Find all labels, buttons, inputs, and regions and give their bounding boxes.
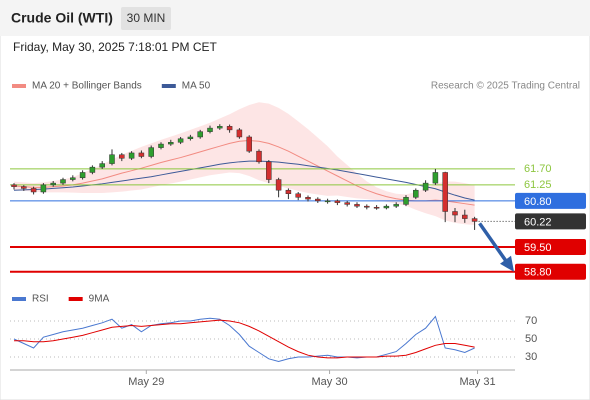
rsi-legend-label: 9MA	[89, 294, 110, 305]
candle-body	[334, 200, 341, 203]
candle-body	[40, 184, 47, 193]
candle-body	[432, 172, 439, 184]
candle-body	[60, 179, 66, 184]
level-box	[515, 238, 586, 255]
candle-body	[295, 193, 301, 198]
candle-body	[138, 152, 145, 157]
level-label: 59.50	[524, 242, 552, 254]
candle-body	[442, 172, 448, 212]
bollinger-band	[14, 102, 475, 225]
forecast-arrowhead	[500, 255, 514, 272]
candle-body	[266, 161, 272, 180]
forecast-arrow	[478, 222, 510, 265]
candle-body	[471, 218, 478, 222]
candle-body	[383, 205, 390, 209]
rsi-tick-label: 70	[525, 315, 537, 327]
candle-body	[226, 126, 233, 131]
x-tick-label: May 31	[460, 376, 496, 388]
title: Crude Oil (WTI)	[11, 10, 113, 26]
candle-body	[99, 163, 105, 168]
candle-body	[285, 189, 292, 194]
candle-body	[148, 147, 154, 157]
candle-body	[305, 197, 311, 200]
candle-body	[324, 200, 331, 203]
candle-body	[452, 211, 458, 216]
candle-body	[158, 143, 164, 148]
legend-swatch	[12, 84, 26, 88]
candle-body	[373, 206, 380, 209]
candle-body	[413, 189, 419, 198]
level-label: 60.22	[524, 216, 552, 228]
rsi-ma-line	[14, 319, 475, 359]
candle-body	[89, 166, 96, 173]
candle-body	[128, 152, 135, 159]
rsi-legend-swatch	[68, 297, 83, 301]
legend-label: MA 50	[182, 81, 211, 92]
candle-body	[168, 142, 174, 145]
candle-body	[207, 127, 213, 132]
rsi-line	[13, 315, 475, 363]
x-tick-label: May 29	[128, 376, 164, 388]
timeframe: 30 MIN	[127, 11, 166, 25]
candle-body	[217, 126, 223, 129]
candle-body	[354, 204, 360, 207]
level-box	[515, 263, 586, 280]
level-label: 58.80	[524, 267, 552, 279]
level-box	[515, 192, 586, 209]
source: Research © 2025 Trading Central	[431, 81, 580, 92]
candle-body	[344, 202, 350, 205]
candle-body	[462, 214, 468, 219]
legend-label: MA 20 + Bollinger Bands	[32, 81, 142, 92]
candle-body	[119, 154, 125, 159]
datetime: Friday, May 30, 2025 7:18:01 PM CET	[13, 40, 218, 54]
candle-body	[109, 154, 115, 164]
legend-swatch	[161, 84, 176, 88]
rsi-tick-label: 30	[525, 351, 537, 363]
timeframe-box	[121, 7, 171, 30]
header-bar	[0, 0, 590, 36]
candle-body	[11, 184, 17, 187]
candle-body	[393, 204, 399, 207]
candle-body	[187, 136, 194, 140]
candle-body	[236, 129, 243, 138]
candle-body	[256, 150, 262, 163]
rsi-legend-swatch	[12, 297, 26, 301]
rsi-tick-label: 50	[525, 333, 537, 345]
candle-body	[275, 179, 282, 191]
level-label: 61.70	[524, 163, 552, 175]
x-tick-label: May 30	[312, 376, 348, 388]
candle-body	[364, 205, 370, 208]
candle-body	[197, 131, 203, 138]
candle-body	[403, 197, 409, 205]
candle-body	[70, 177, 76, 180]
level-label: 60.80	[524, 196, 552, 208]
ma20-line	[13, 140, 475, 206]
candle-body	[79, 172, 86, 179]
level-label: 61.25	[524, 179, 552, 191]
candle-body	[50, 182, 56, 186]
candle-body	[315, 198, 321, 202]
candle-body	[21, 186, 27, 189]
candle-body	[246, 136, 252, 152]
rsi-legend-label: RSI	[32, 294, 49, 305]
candle-body	[30, 188, 37, 193]
candle-body	[177, 138, 184, 143]
candle-body	[422, 182, 429, 191]
level-box	[515, 213, 586, 230]
